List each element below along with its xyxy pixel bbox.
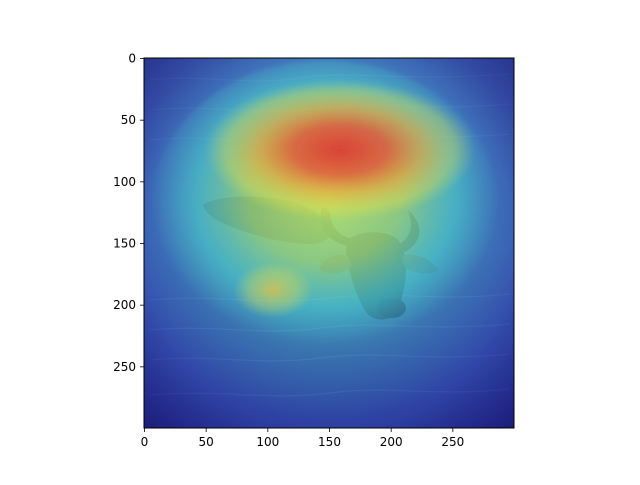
image-area [144, 58, 514, 428]
y-tick-label: 50 [121, 113, 136, 127]
heatmap-edge [144, 58, 514, 428]
x-tick-label: 250 [441, 435, 464, 449]
y-tick-label: 100 [113, 175, 136, 189]
x-tick-label: 100 [256, 435, 279, 449]
y-tick-label: 150 [113, 237, 136, 251]
x-tick-label: 200 [380, 435, 403, 449]
y-tick-label: 0 [128, 52, 136, 66]
y-tick-label: 200 [113, 298, 136, 312]
x-tick-label: 0 [141, 435, 149, 449]
x-tick-label: 150 [318, 435, 341, 449]
y-axis-ticks: 0 50 100 150 200 250 [113, 52, 144, 374]
x-axis-ticks: 0 50 100 150 200 250 [141, 428, 464, 449]
axes-frame [143, 57, 515, 429]
y-tick-label: 250 [113, 360, 136, 374]
x-tick-label: 50 [199, 435, 214, 449]
